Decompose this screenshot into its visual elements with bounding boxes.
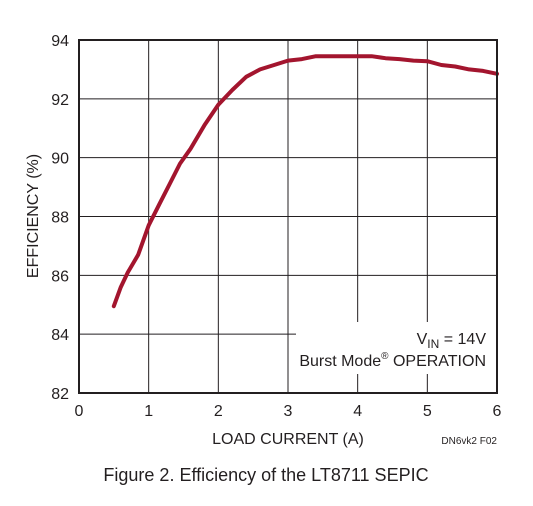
x-tick-label: 5 — [423, 403, 432, 420]
plot-frame — [78, 39, 498, 394]
x-tick-label: 0 — [75, 403, 84, 420]
y-tick-labels: 82 84 86 88 90 92 94 — [51, 33, 69, 403]
grid-lines — [79, 40, 497, 393]
x-tick-label: 6 — [493, 403, 502, 420]
x-tick-label: 2 — [214, 403, 223, 420]
figure-code: DN6vk2 F02 — [441, 436, 497, 447]
efficiency-curve — [111, 54, 499, 309]
annotation-burst-mode: Burst Mode® OPERATION — [299, 351, 486, 370]
y-tick-label: 88 — [51, 210, 69, 227]
y-tick-label: 92 — [51, 92, 69, 109]
x-tick-label: 1 — [144, 403, 153, 420]
annotation-background — [296, 322, 496, 374]
x-axis-title: LOAD CURRENT (A) — [212, 431, 364, 448]
figure-caption: Figure 2. Efficiency of the LT8711 SEPIC — [103, 465, 428, 485]
y-tick-label: 86 — [51, 268, 69, 285]
x-tick-labels: 0 1 2 3 4 5 6 — [75, 403, 502, 420]
y-tick-label: 82 — [51, 386, 69, 403]
annotation-vin: VIN = 14V — [417, 331, 487, 351]
y-axis-title: EFFICIENCY (%) — [25, 154, 42, 278]
x-tick-label: 3 — [284, 403, 293, 420]
x-tick-label: 4 — [353, 403, 362, 420]
y-tick-label: 84 — [51, 327, 69, 344]
y-tick-label: 90 — [51, 151, 69, 168]
y-tick-label: 94 — [51, 33, 69, 50]
